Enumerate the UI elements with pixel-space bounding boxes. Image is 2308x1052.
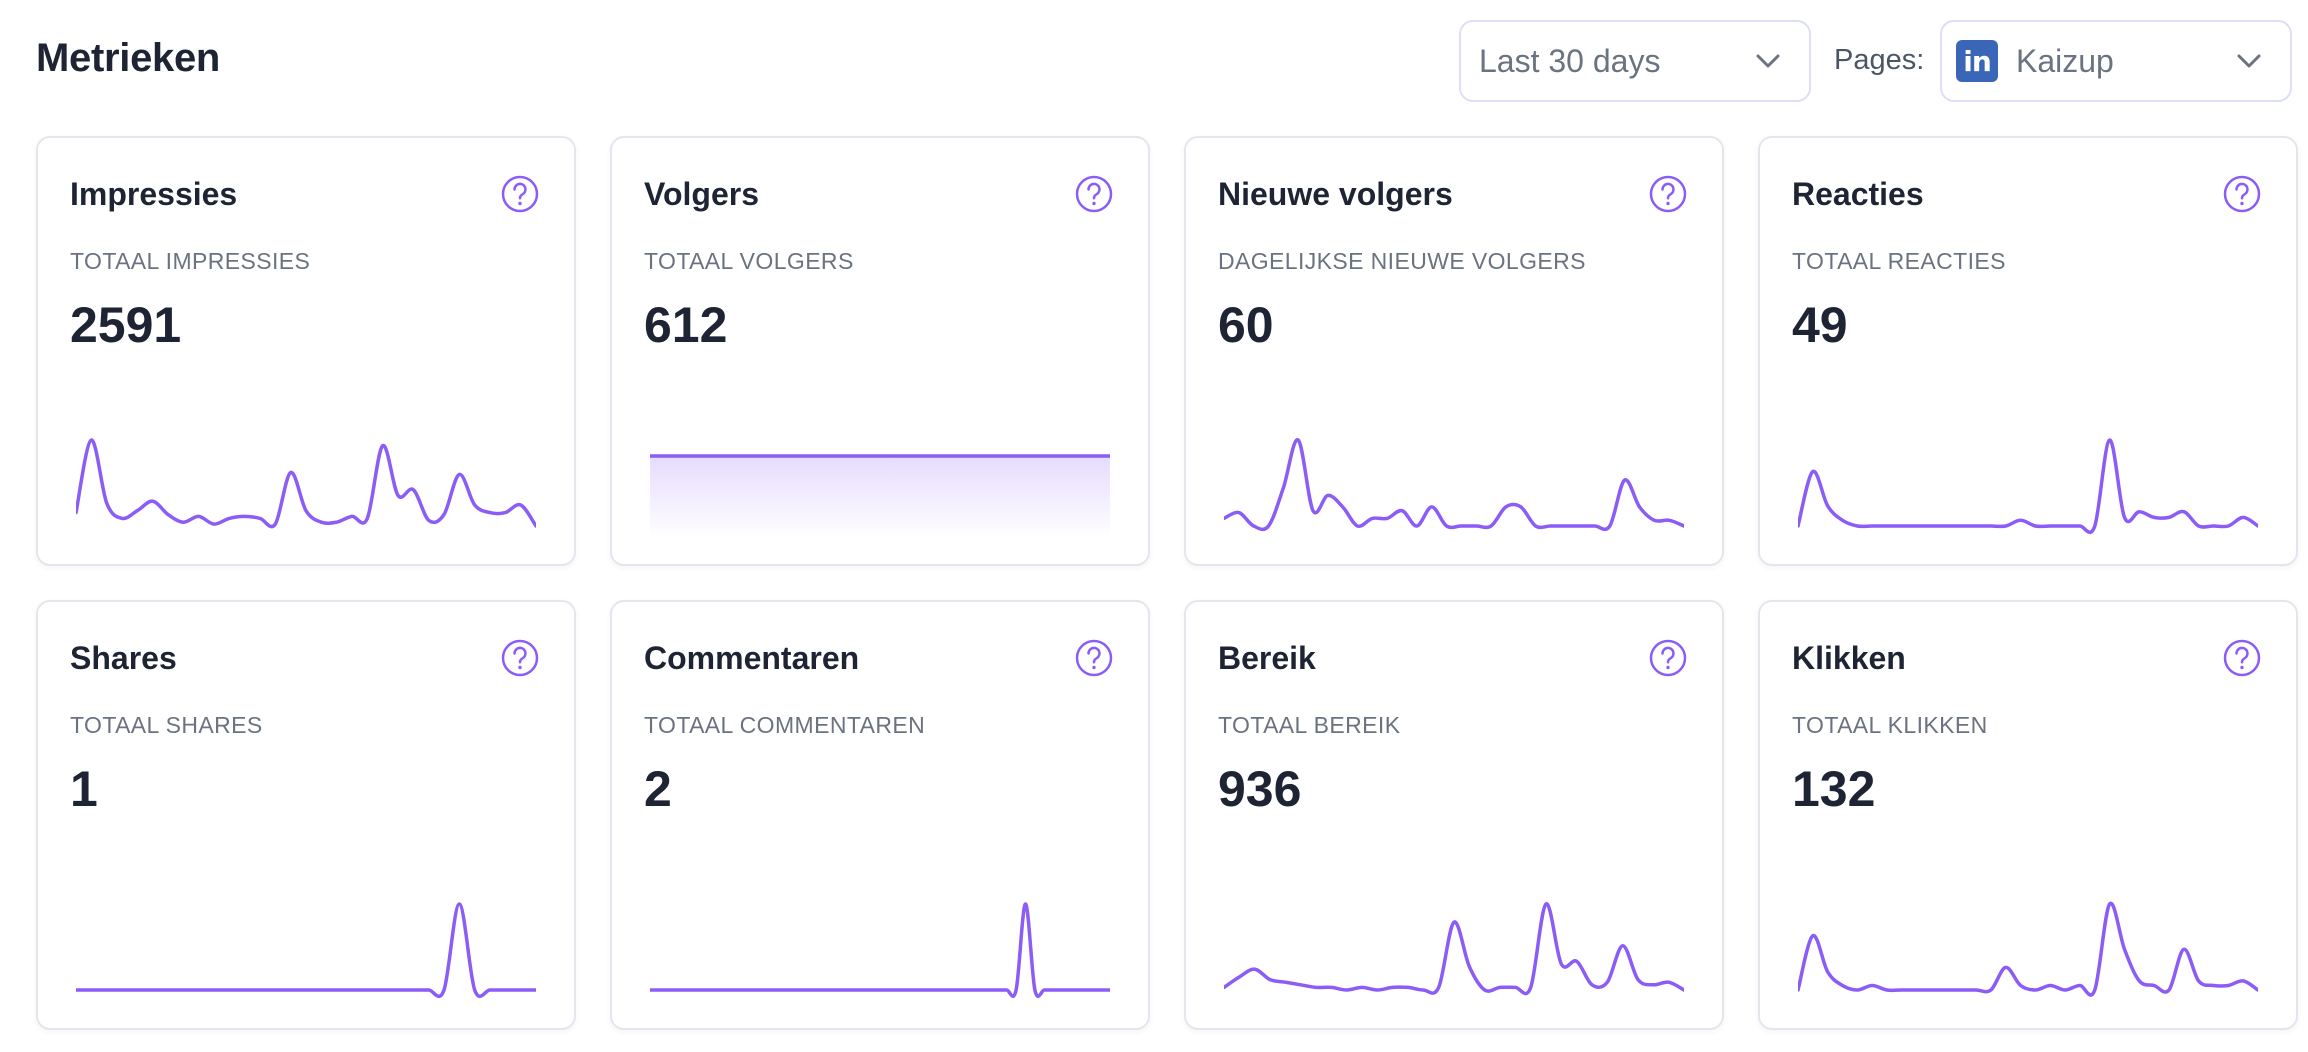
sparkline-chart	[1224, 428, 1684, 538]
card-value: 936	[1218, 761, 1302, 817]
sparkline-area	[650, 456, 1110, 538]
sparkline-line	[1224, 440, 1684, 530]
sparkline-chart	[650, 892, 1110, 1002]
card-value: 132	[1792, 761, 1876, 817]
metric-card-shares: Shares TOTAAL SHARES 1	[36, 600, 576, 1030]
sparkline-line	[1798, 903, 2258, 995]
metric-card-reacties: Reacties TOTAAL REACTIES 49	[1758, 136, 2298, 566]
card-value: 1	[70, 761, 98, 817]
card-value: 49	[1792, 297, 1848, 353]
sparkline-line	[650, 904, 1110, 996]
help-icon[interactable]	[500, 174, 540, 214]
sparkline-chart	[1798, 892, 2258, 1002]
sparkline-line	[76, 440, 536, 527]
help-icon[interactable]	[2222, 638, 2262, 678]
chevron-down-icon	[1756, 54, 1780, 68]
card-subtitle: TOTAAL VOLGERS	[644, 248, 854, 274]
metric-card-volgers: Volgers TOTAAL VOLGERS 612	[610, 136, 1150, 566]
sparkline-line	[1224, 904, 1684, 994]
page-select-value: Kaizup	[2016, 42, 2114, 79]
date-range-select[interactable]: Last 30 days	[1459, 20, 1811, 102]
sparkline-chart	[1224, 892, 1684, 1002]
card-value: 2591	[70, 297, 182, 353]
card-title: Klikken	[1792, 640, 1906, 676]
card-value: 60	[1218, 297, 1274, 353]
help-icon[interactable]	[1648, 638, 1688, 678]
card-subtitle: TOTAAL REACTIES	[1792, 248, 2006, 274]
card-title: Volgers	[644, 176, 759, 212]
date-range-value: Last 30 days	[1479, 42, 1661, 79]
help-icon[interactable]	[500, 638, 540, 678]
metric-card-nieuwe-volgers: Nieuwe volgers DAGELIJKSE NIEUWE VOLGERS 6…	[1184, 136, 1724, 566]
card-title: Nieuwe volgers	[1218, 176, 1453, 212]
metric-card-bereik: Bereik TOTAAL BEREIK 936	[1184, 600, 1724, 1030]
card-subtitle: TOTAAL BEREIK	[1218, 712, 1401, 738]
metric-card-klikken: Klikken TOTAAL KLIKKEN 132	[1758, 600, 2298, 1030]
help-icon[interactable]	[1074, 174, 1114, 214]
card-subtitle: TOTAAL KLIKKEN	[1792, 712, 1988, 738]
page-select[interactable]: in Kaizup	[1940, 20, 2292, 102]
sparkline-chart	[1798, 428, 2258, 538]
card-value: 2	[644, 761, 672, 817]
metric-card-commentaren: Commentaren TOTAAL COMMENTAREN 2	[610, 600, 1150, 1030]
card-title: Impressies	[70, 176, 238, 212]
chevron-down-icon	[2237, 54, 2261, 68]
sparkline-chart	[76, 428, 536, 538]
card-title: Bereik	[1218, 640, 1316, 676]
card-subtitle: TOTAAL COMMENTAREN	[644, 712, 926, 738]
sparkline-chart	[650, 428, 1110, 538]
sparkline-chart	[76, 892, 536, 1002]
linkedin-icon: in	[1956, 40, 1998, 82]
metric-card-impressies: Impressies TOTAAL IMPRESSIES 2591	[36, 136, 576, 566]
help-icon[interactable]	[2222, 174, 2262, 214]
help-icon[interactable]	[1074, 638, 1114, 678]
card-subtitle: DAGELIJKSE NIEUWE VOLGERS	[1218, 248, 1586, 274]
pages-label: Pages:	[1834, 44, 1925, 76]
sparkline-line	[76, 904, 536, 996]
page-title: Metrieken	[36, 36, 221, 80]
sparkline-line	[1798, 440, 2258, 532]
help-icon[interactable]	[1648, 174, 1688, 214]
header: Metrieken Last 30 days Pages: in Kaizup	[0, 0, 2308, 125]
card-subtitle: TOTAAL SHARES	[70, 712, 263, 738]
card-title: Reacties	[1792, 176, 1924, 212]
card-value: 612	[644, 297, 728, 353]
card-title: Shares	[70, 640, 177, 676]
card-title: Commentaren	[644, 640, 860, 676]
card-subtitle: TOTAAL IMPRESSIES	[70, 248, 311, 274]
